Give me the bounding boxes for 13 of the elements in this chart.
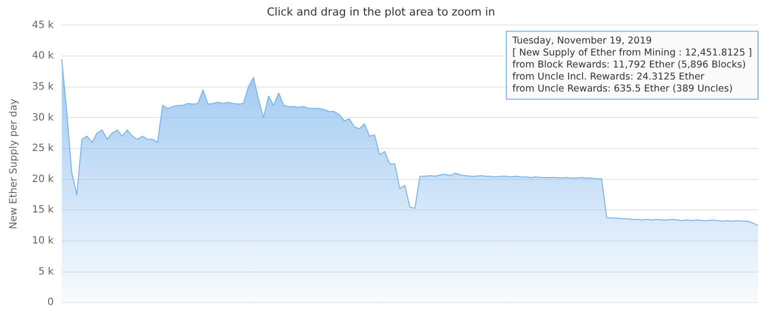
y-tick-label: 10 k — [32, 236, 54, 247]
y-tick-label: 0 — [47, 297, 54, 308]
y-tick-label: 5 k — [38, 266, 54, 278]
annotation: Tuesday, November 19, 2019 [ New Supply of Ether from Mining : 12,451.8125 ] from Block Rewards: 11,792 Ether (5,896 Blocks) from Uncle Incl. Rewards: 24.3125 Ether from Uncle Rewards: 635.5 Ether (389 Uncles) — [511, 35, 752, 94]
y-tick-label: 20 k — [32, 174, 54, 185]
y-tick-label: 35 k — [32, 81, 54, 92]
y-tick-label: 40 k — [32, 50, 54, 62]
y-tick-label: 30 k — [32, 112, 54, 124]
y-axis-title: New Ether Supply per day — [8, 98, 20, 230]
chart-subtitle: Click and drag in the plot area to zoom in — [266, 5, 496, 18]
y-tick-label: 25 k — [32, 143, 54, 154]
y-tick-label: 15 k — [32, 204, 54, 216]
y-tick-label: 45 k — [32, 20, 54, 31]
